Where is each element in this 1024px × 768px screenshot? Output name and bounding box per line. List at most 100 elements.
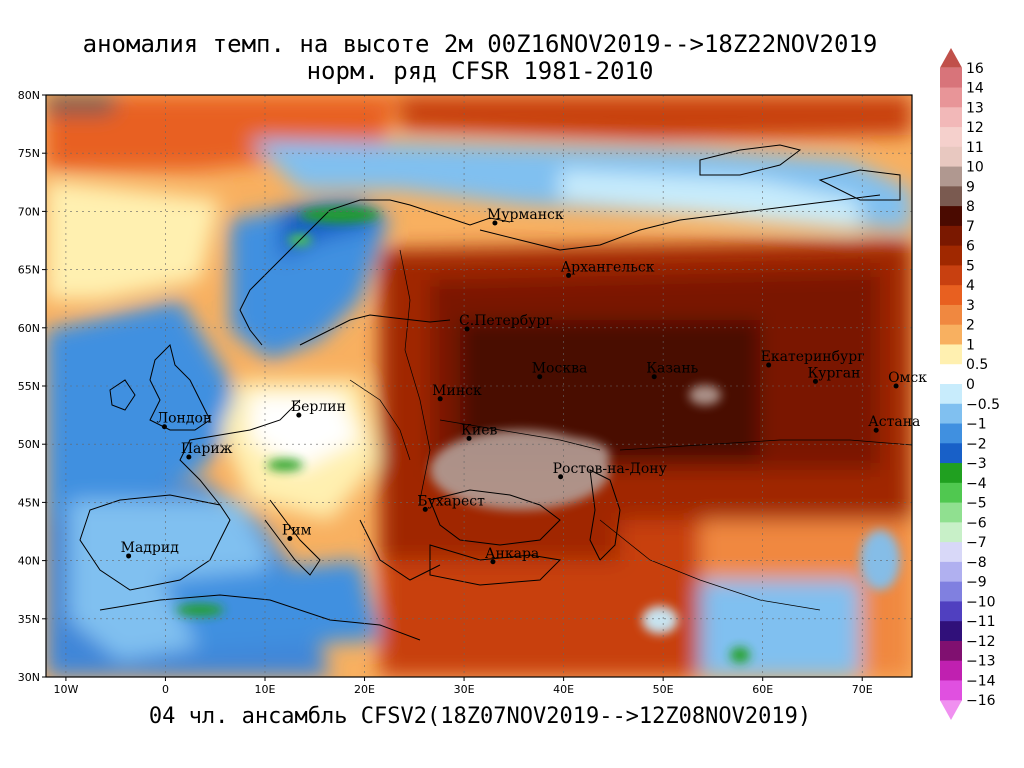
colorbar-swatch bbox=[940, 542, 962, 563]
colorbar-level-label: 10 bbox=[966, 160, 984, 176]
colorbar-swatch bbox=[940, 146, 962, 168]
colorbar-level-label: 12 bbox=[966, 120, 984, 136]
colorbar-swatch bbox=[940, 502, 962, 523]
colorbar-level-label: −2 bbox=[966, 436, 987, 452]
city-label: Бухарест bbox=[417, 493, 485, 509]
colorbar-swatch bbox=[940, 660, 962, 681]
colorbar-level-label: −6 bbox=[966, 515, 987, 531]
city-dot bbox=[186, 454, 192, 460]
colorbar-swatch bbox=[940, 443, 962, 464]
city-dot bbox=[161, 424, 167, 430]
colorbar-level-label: −9 bbox=[966, 575, 987, 591]
city-label: Екатеринбург bbox=[761, 349, 865, 365]
lon-tick-label: 70E bbox=[852, 683, 873, 696]
colorbar-swatch bbox=[940, 680, 962, 701]
colorbar-level-label: −12 bbox=[966, 634, 996, 650]
colorbar-swatch bbox=[940, 324, 962, 345]
colorbar-swatch bbox=[940, 364, 962, 385]
city-dot bbox=[492, 220, 498, 226]
colorbar-swatch bbox=[940, 127, 962, 148]
colorbar-level-label: −5 bbox=[966, 496, 987, 512]
colorbar-level-label: 14 bbox=[966, 81, 984, 97]
colorbar-swatch bbox=[940, 206, 962, 227]
city-label: Мурманск bbox=[487, 207, 564, 223]
city-label: Анкара bbox=[485, 546, 539, 562]
colorbar-swatch bbox=[940, 107, 962, 128]
colorbar-swatch bbox=[940, 344, 962, 365]
colorbar-swatch bbox=[940, 225, 962, 247]
colorbar-level-label: −1 bbox=[966, 417, 987, 433]
city-dot bbox=[812, 378, 818, 384]
city-label: Минск bbox=[432, 383, 482, 399]
city-dot bbox=[766, 362, 772, 368]
city-dot bbox=[537, 374, 543, 380]
lon-tick-label: 50E bbox=[653, 683, 674, 696]
city-dot bbox=[566, 272, 572, 278]
city-dot bbox=[422, 506, 428, 512]
colorbar-swatch bbox=[940, 423, 962, 444]
colorbar-swatch bbox=[940, 304, 962, 326]
city-dot bbox=[651, 374, 657, 380]
colorbar-level-label: 7 bbox=[966, 219, 975, 235]
city-dot bbox=[893, 383, 899, 389]
lat-tick-label: 50N bbox=[18, 438, 40, 451]
lon-tick-label: 20E bbox=[354, 683, 375, 696]
city-label: Казань bbox=[646, 361, 698, 377]
colorbar-level-label: −8 bbox=[966, 555, 987, 571]
colorbar-swatch bbox=[940, 384, 962, 405]
colorbar-level-label: −14 bbox=[966, 673, 996, 689]
colorbar-level-label: 0 bbox=[966, 377, 975, 393]
lat-tick-label: 40N bbox=[18, 555, 40, 568]
colorbar-swatch bbox=[940, 245, 962, 266]
city-label: Париж bbox=[181, 441, 233, 457]
colorbar-level-label: −3 bbox=[966, 456, 987, 472]
lat-tick-label: 55N bbox=[18, 380, 40, 393]
colorbar-level-label: 6 bbox=[966, 239, 975, 255]
colorbar-level-label: −13 bbox=[966, 654, 996, 670]
colorbar-level-label: −16 bbox=[966, 693, 996, 709]
map-title-line2: норм. ряд CFSR 1981-2010 bbox=[306, 57, 654, 85]
colorbar-swatch bbox=[940, 87, 962, 108]
colorbar-swatch bbox=[940, 581, 962, 602]
lon-tick-label: 10W bbox=[53, 683, 78, 696]
city-dot bbox=[437, 396, 443, 402]
ensemble-caption: 04 чл. ансамбль CFSV2(18Z07NOV2019-->12Z… bbox=[148, 704, 812, 729]
city-dot bbox=[464, 326, 470, 332]
colorbar-level-label: 5 bbox=[966, 258, 975, 274]
colorbar-level-label: 8 bbox=[966, 199, 975, 215]
lat-lon-grid bbox=[46, 95, 912, 677]
city-label: Ростов-на-Дону bbox=[553, 461, 668, 477]
colorbar-swatch bbox=[940, 403, 962, 425]
city-label: Астана bbox=[868, 414, 920, 430]
colorbar-level-label: −11 bbox=[966, 614, 996, 630]
lon-tick-label: 60E bbox=[752, 683, 773, 696]
city-dot bbox=[490, 559, 496, 565]
city-dot bbox=[466, 435, 472, 441]
colorbar-level-label: 3 bbox=[966, 298, 975, 314]
city-dot bbox=[558, 474, 564, 480]
colorbar-level-label: 9 bbox=[966, 179, 975, 195]
colorbar-swatch bbox=[940, 621, 962, 642]
colorbar-swatch bbox=[940, 67, 962, 89]
city-label: Архангельск bbox=[561, 259, 655, 275]
lat-tick-label: 80N bbox=[18, 89, 40, 102]
lat-tick-label: 60N bbox=[18, 322, 40, 335]
colorbar-level-label: 13 bbox=[966, 100, 984, 116]
colorbar-level-label: 1 bbox=[966, 337, 975, 353]
city-label: Киев bbox=[461, 422, 497, 438]
lat-tick-label: 45N bbox=[18, 496, 40, 509]
colorbar-level-label: −7 bbox=[966, 535, 987, 551]
city-dot bbox=[287, 535, 293, 541]
colorbar-swatch bbox=[940, 601, 962, 622]
colorbar-swatch bbox=[940, 700, 962, 720]
city-label: Рим bbox=[282, 522, 312, 538]
lon-tick-label: 40E bbox=[553, 683, 574, 696]
city-label: Лондон bbox=[156, 411, 212, 427]
colorbar-swatch bbox=[940, 186, 962, 207]
colorbar-level-label: 2 bbox=[966, 318, 975, 334]
lat-tick-label: 70N bbox=[18, 205, 40, 218]
colorbar-level-label: −4 bbox=[966, 476, 987, 492]
lon-tick-label: 10E bbox=[255, 683, 276, 696]
colorbar-swatch bbox=[940, 561, 962, 583]
